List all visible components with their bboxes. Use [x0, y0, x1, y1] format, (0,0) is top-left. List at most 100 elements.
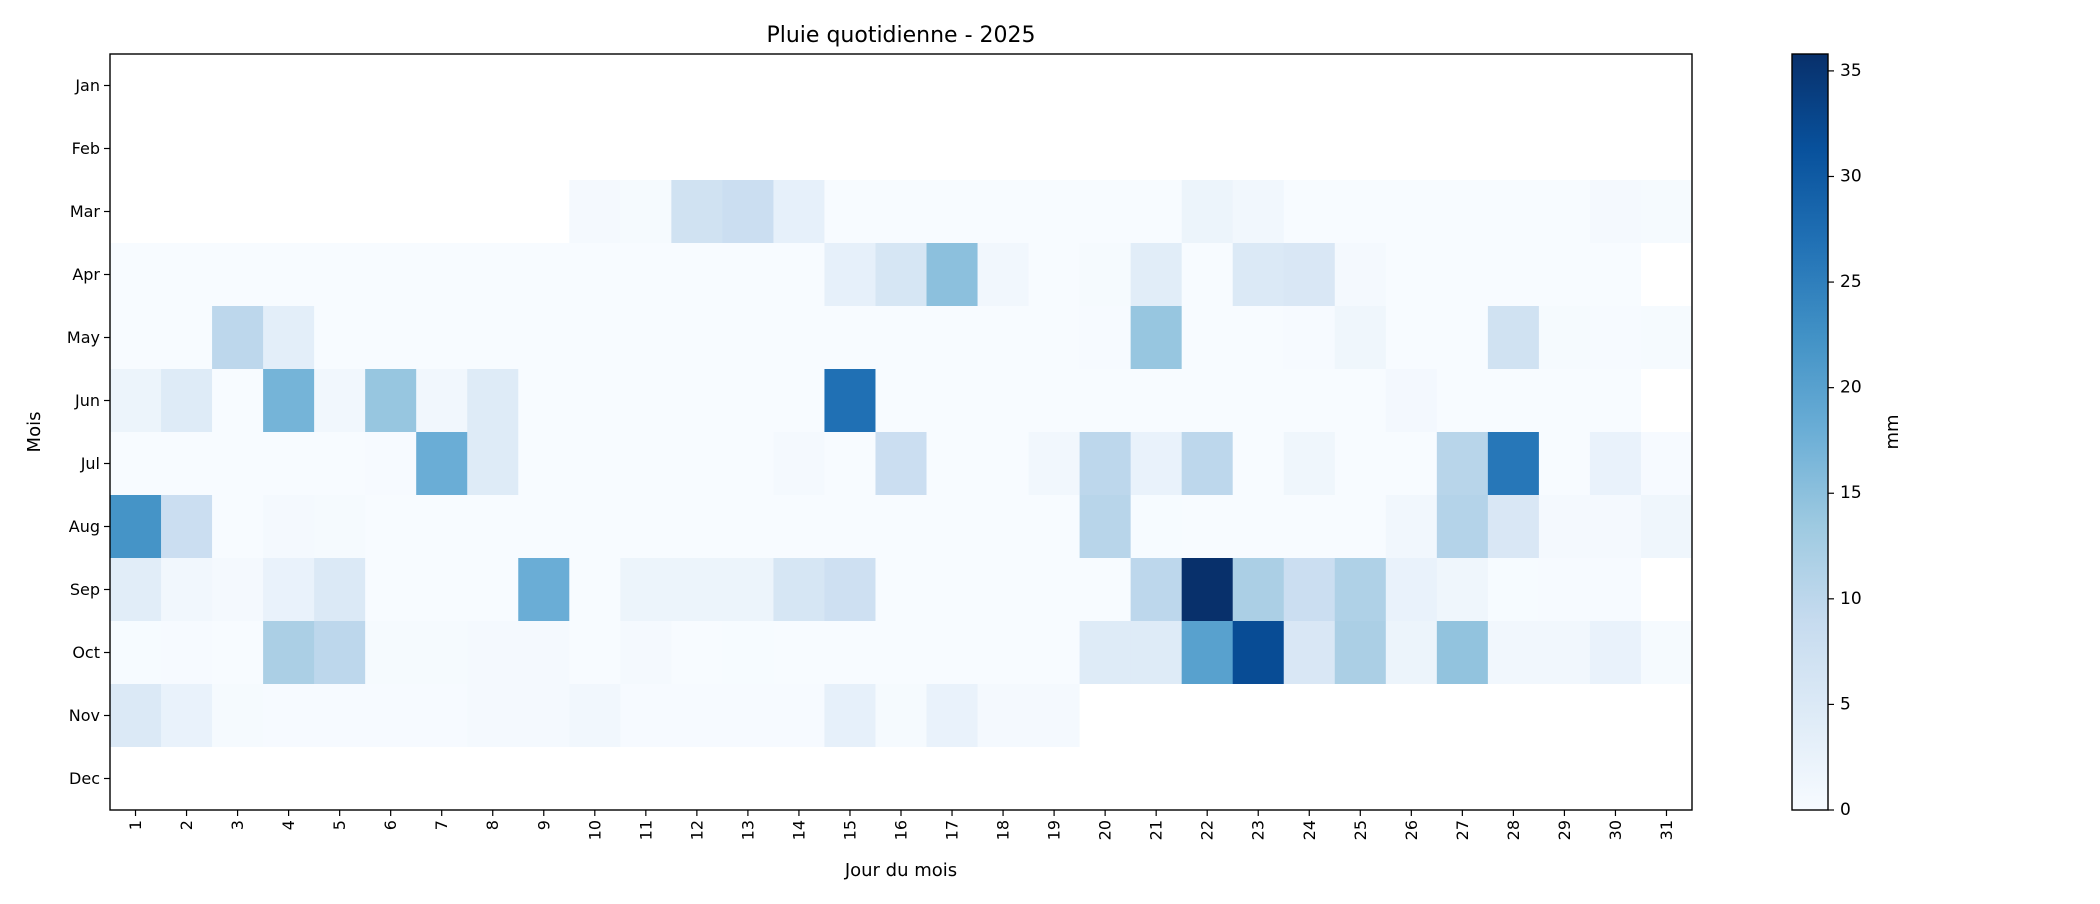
- heatmap-cell: [1487, 495, 1540, 559]
- heatmap-cell: [467, 621, 519, 685]
- colorbar-tick-label: 30: [1840, 166, 1862, 186]
- x-tick-label: 26: [1402, 820, 1421, 840]
- heatmap-cell: [1181, 54, 1234, 118]
- heatmap-cell: [1028, 684, 1081, 748]
- heatmap-cell: [416, 621, 468, 685]
- heatmap-cell: [977, 432, 1030, 496]
- heatmap-cell: [671, 684, 723, 748]
- heatmap-cell: [1640, 621, 1693, 685]
- heatmap-cell: [926, 747, 979, 811]
- heatmap-cell: [518, 558, 570, 622]
- heatmap-cell: [1538, 495, 1591, 559]
- y-tick-label: Jun: [74, 391, 100, 410]
- heatmap-cell: [824, 369, 876, 433]
- heatmap-cell: [1130, 747, 1183, 811]
- heatmap-cell: [212, 369, 264, 433]
- x-tick-label: 6: [381, 820, 400, 830]
- y-axis-ticks: Jan Feb Mar Apr May Jun Jul Aug Sep Oct Nov Dec: [67, 76, 110, 788]
- heatmap-cell: [467, 54, 519, 118]
- x-tick-label: 12: [687, 820, 706, 840]
- heatmap-cell: [671, 747, 723, 811]
- heatmap-cell: [416, 117, 468, 181]
- heatmap-cell: [1436, 117, 1489, 181]
- heatmap-cell: [1232, 558, 1285, 622]
- heatmap-cell: [569, 306, 621, 370]
- heatmap-cell: [1028, 117, 1081, 181]
- heatmap-cell: [620, 684, 672, 748]
- y-tick-label: Aug: [69, 517, 100, 536]
- y-tick-label: Mar: [70, 202, 101, 221]
- heatmap-cell: [1385, 495, 1438, 559]
- heatmap-cell: [620, 747, 672, 811]
- heatmap-cell: [773, 369, 825, 433]
- heatmap-cell: [977, 684, 1030, 748]
- heatmap-cell: [314, 747, 366, 811]
- heatmap-cell: [212, 558, 264, 622]
- heatmap-cell: [1232, 621, 1285, 685]
- heatmap-cell: [1436, 369, 1489, 433]
- heatmap-cell: [977, 306, 1030, 370]
- heatmap-cell: [1334, 117, 1387, 181]
- heatmap-cell: [824, 306, 876, 370]
- heatmap-cell: [1283, 54, 1336, 118]
- heatmap-cell: [1079, 243, 1132, 307]
- heatmap-cell: [1079, 180, 1132, 244]
- x-tick-label: 8: [483, 820, 502, 830]
- heatmap-cell: [1436, 180, 1489, 244]
- heatmap-cell: [365, 684, 417, 748]
- heatmap-cell: [1385, 243, 1438, 307]
- heatmap-cell: [1436, 747, 1489, 811]
- heatmap-cell: [671, 621, 723, 685]
- heatmap-cell: [1283, 306, 1336, 370]
- heatmap-cell: [620, 621, 672, 685]
- heatmap-cell: [365, 558, 417, 622]
- heatmap-cell: [1283, 369, 1336, 433]
- heatmap-cell: [1181, 117, 1234, 181]
- heatmap-cell: [1589, 558, 1642, 622]
- heatmap-cell: [1028, 243, 1081, 307]
- heatmap-cell: [620, 558, 672, 622]
- heatmap-cell: [518, 306, 570, 370]
- heatmap-cell: [773, 180, 825, 244]
- heatmap-cell: [110, 558, 162, 622]
- heatmap-cell: [1640, 684, 1693, 748]
- heatmap-cell: [671, 495, 723, 559]
- heatmap-cell: [1436, 558, 1489, 622]
- x-tick-label: 18: [994, 820, 1013, 840]
- heatmap-cell: [671, 180, 723, 244]
- heatmap-cell: [1334, 180, 1387, 244]
- heatmap-cell: [773, 495, 825, 559]
- colorbar-tick-label: 10: [1840, 589, 1862, 609]
- heatmap-cell: [1283, 180, 1336, 244]
- heatmap-cell: [1283, 117, 1336, 181]
- heatmap-cell: [722, 432, 774, 496]
- heatmap-cell: [1640, 243, 1693, 307]
- heatmap-cell: [1079, 558, 1132, 622]
- heatmap-cell: [875, 747, 928, 811]
- heatmap-cell: [1130, 117, 1183, 181]
- heatmap-cell: [110, 306, 162, 370]
- heatmap-cell: [620, 54, 672, 118]
- heatmap-cell: [161, 117, 213, 181]
- x-tick-label: 13: [738, 820, 757, 840]
- heatmap-cell: [110, 621, 162, 685]
- heatmap-cell: [263, 621, 315, 685]
- x-tick-label: 29: [1555, 820, 1574, 840]
- heatmap-cell: [722, 54, 774, 118]
- heatmap-cell: [314, 558, 366, 622]
- heatmap-cell: [518, 621, 570, 685]
- x-tick-label: 27: [1453, 820, 1472, 840]
- heatmap-cell: [1487, 684, 1540, 748]
- heatmap-cell: [1181, 747, 1234, 811]
- x-tick-label: 20: [1096, 820, 1115, 840]
- heatmap-cell: [1232, 684, 1285, 748]
- colorbar-tick-label: 35: [1840, 61, 1862, 81]
- heatmap-cell: [1028, 180, 1081, 244]
- heatmap-cell: [365, 243, 417, 307]
- heatmap-cell: [824, 243, 876, 307]
- heatmap-cell: [212, 180, 264, 244]
- heatmap-cell: [1079, 54, 1132, 118]
- heatmap-cell: [1538, 558, 1591, 622]
- heatmap-cell: [1130, 243, 1183, 307]
- x-tick-label: 7: [432, 820, 451, 830]
